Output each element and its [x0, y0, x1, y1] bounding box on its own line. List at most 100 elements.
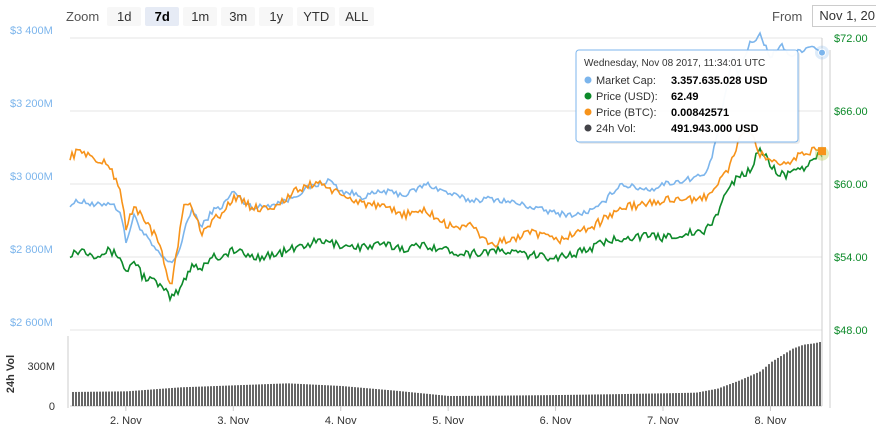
volume-axis-tick-label: 0	[49, 401, 55, 413]
volume-bar	[282, 383, 284, 406]
volume-bar	[597, 394, 599, 406]
volume-bar	[609, 394, 611, 406]
zoom-7d-button[interactable]: 7d	[145, 6, 180, 26]
volume-bar	[330, 385, 332, 406]
x-axis-tick-label: 5. Nov	[432, 415, 464, 427]
volume-bar	[798, 346, 800, 406]
volume-bar	[435, 394, 437, 406]
volume-bar	[426, 393, 428, 406]
volume-bar	[201, 386, 203, 406]
volume-bar	[168, 388, 170, 406]
zoom-1m-button[interactable]: 1m	[183, 6, 218, 26]
volume-bar	[315, 384, 317, 406]
volume-bar	[96, 391, 98, 406]
volume-bar	[207, 386, 209, 406]
volume-bar	[363, 387, 365, 406]
tooltip-value: 62.49	[671, 91, 699, 103]
volume-bar	[768, 364, 770, 406]
volume-bar	[696, 392, 698, 406]
volume-bar	[627, 393, 629, 406]
right-axis-tick-label: $66.00	[834, 106, 868, 118]
volume-bar	[333, 385, 335, 406]
volume-bar	[585, 394, 587, 406]
volume-axis-tick-label: 300M	[27, 361, 55, 373]
from-label: From	[772, 8, 803, 24]
volume-bar	[189, 386, 191, 406]
zoom-1d-button[interactable]: 1d	[107, 6, 142, 26]
volume-bar	[528, 395, 530, 406]
right-axis-tick-label: $60.00	[834, 179, 868, 191]
volume-bar	[123, 391, 125, 406]
zoom-all-button[interactable]: ALL	[339, 6, 375, 26]
volume-bar	[108, 391, 110, 406]
volume-bar	[501, 395, 503, 406]
volume-bar	[183, 387, 185, 406]
zoom-1y-button[interactable]: 1y	[259, 6, 294, 26]
volume-bar	[195, 386, 197, 406]
volume-bar	[603, 394, 605, 406]
volume-bar	[390, 390, 392, 406]
volume-bar	[651, 393, 653, 406]
x-axis-tick-label: 3. Nov	[217, 415, 249, 427]
volume-bar	[441, 395, 443, 406]
volume-bar	[234, 385, 236, 406]
zoom-3m-button[interactable]: 3m	[221, 6, 256, 26]
volume-bar	[561, 394, 563, 406]
volume-bar	[99, 391, 101, 406]
volume-bar	[639, 393, 641, 406]
volume-bar	[138, 390, 140, 406]
from-date-input[interactable]: Nov 1, 20	[812, 5, 876, 27]
volume-bar	[75, 391, 77, 406]
volume-bar	[576, 394, 578, 406]
tooltip-label: Market Cap:	[596, 75, 656, 87]
volume-bar	[159, 388, 161, 406]
volume-bar	[594, 394, 596, 406]
volume-bar	[534, 395, 536, 406]
volume-bar	[684, 392, 686, 406]
volume-bar	[375, 388, 377, 406]
volume-bar	[447, 395, 449, 406]
volume-bar	[480, 395, 482, 406]
volume-bar	[264, 384, 266, 406]
volume-bar	[288, 383, 290, 406]
volume-bar	[114, 391, 116, 406]
volume-bar	[717, 388, 719, 406]
volume-bar	[471, 395, 473, 406]
volume-bar	[399, 391, 401, 406]
date-range-from: From Nov 1, 20	[772, 5, 876, 27]
volume-bar	[180, 387, 182, 406]
volume-bar	[300, 383, 302, 406]
volume-bar	[522, 395, 524, 406]
volume-bar	[372, 388, 374, 406]
right-axis-tick-label: $54.00	[834, 252, 868, 264]
volume-bar	[774, 359, 776, 406]
volume-bar	[219, 385, 221, 406]
volume-bar	[753, 374, 755, 406]
volume-bar	[243, 384, 245, 406]
volume-bar	[474, 395, 476, 406]
volume-bar	[111, 391, 113, 406]
volume-bar	[261, 384, 263, 406]
volume-bar	[708, 390, 710, 406]
zoom-ytd-button[interactable]: YTD	[297, 6, 336, 26]
volume-bar	[144, 389, 146, 406]
x-axis-tick-label: 7. Nov	[647, 415, 679, 427]
volume-bar	[720, 387, 722, 406]
volume-bar	[84, 391, 86, 406]
tooltip-bullet-icon	[584, 92, 592, 100]
volume-bar	[468, 395, 470, 406]
volume-bar	[297, 383, 299, 406]
volume-bar	[279, 383, 281, 406]
tooltip-value: 491.943.000 USD	[671, 123, 759, 135]
volume-bar	[438, 394, 440, 406]
volume-bar	[384, 389, 386, 406]
volume-bar	[678, 393, 680, 406]
volume-bar	[588, 394, 590, 406]
volume-bar	[237, 385, 239, 406]
volume-bar	[231, 385, 233, 406]
volume-bar	[726, 385, 728, 406]
volume-bar	[216, 385, 218, 406]
x-axis-tick-label: 8. Nov	[755, 415, 787, 427]
volume-bar	[558, 395, 560, 406]
volume-bar	[225, 385, 227, 406]
